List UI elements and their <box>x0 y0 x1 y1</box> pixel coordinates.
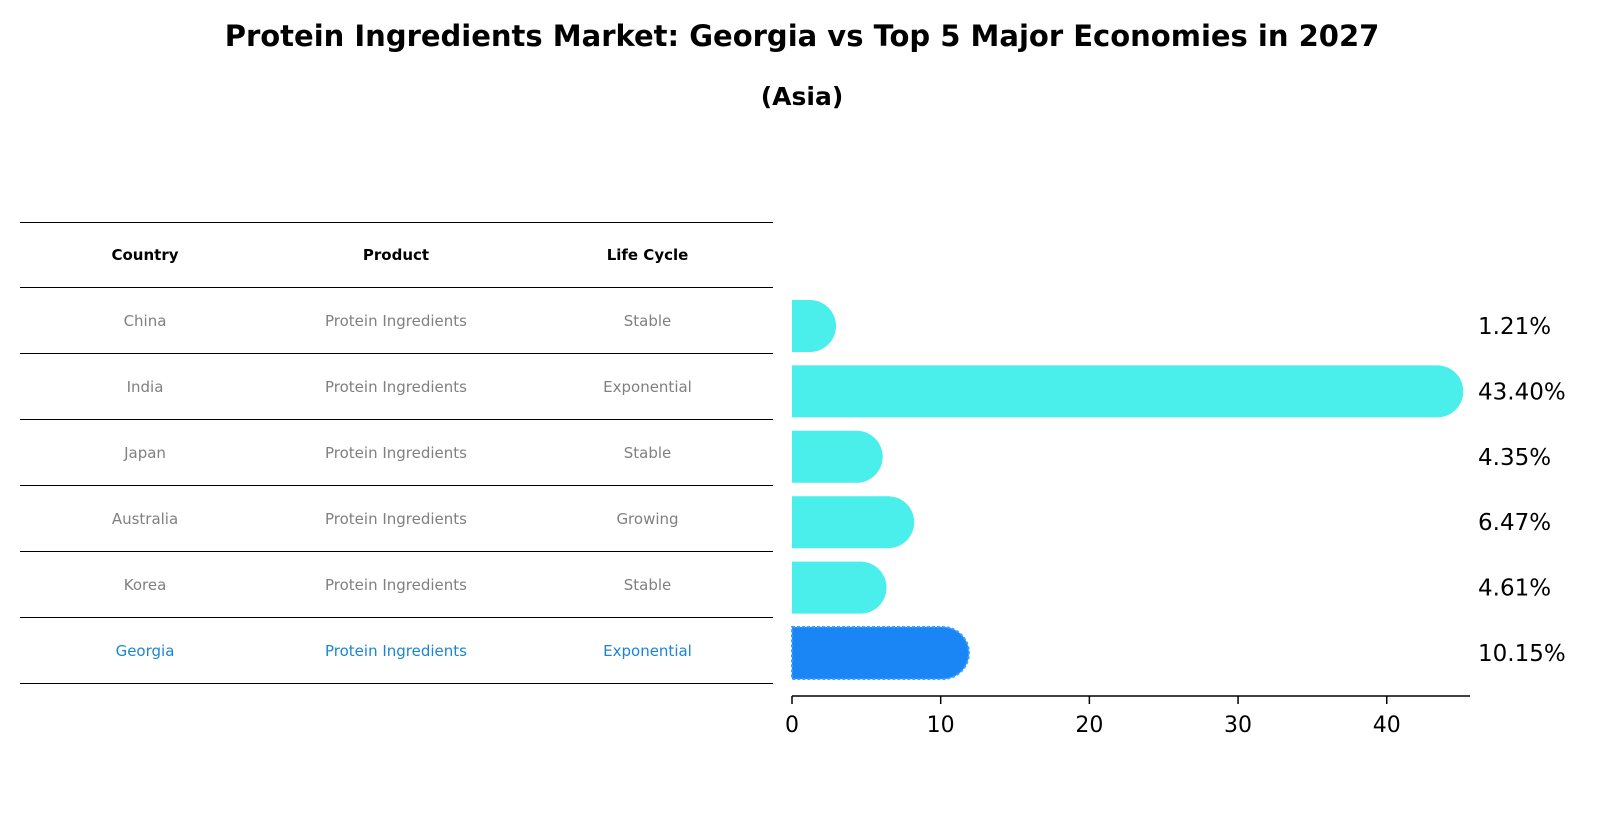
chart-subtitle: (Asia) <box>760 82 844 111</box>
product-cell: Protein Ingredients <box>325 575 467 594</box>
product-cell: Protein Ingredients <box>325 377 467 396</box>
bar-value-label: 6.47% <box>1478 510 1551 536</box>
bar-australia <box>792 496 915 549</box>
bar-korea <box>792 561 887 614</box>
life-cycle-cell: Stable <box>623 311 672 330</box>
table-row: Japan Protein Ingredients Stable <box>20 420 773 486</box>
table-header-row: Country Product Life Cycle <box>20 222 773 288</box>
bar-value-label: 4.61% <box>1478 576 1551 602</box>
table-row: India Protein Ingredients Exponential <box>20 354 773 420</box>
country-cell: Japan <box>124 443 166 462</box>
product-cell: Protein Ingredients <box>325 641 467 660</box>
table-row: Australia Protein Ingredients Growing <box>20 486 773 552</box>
x-tick-label: 30 <box>1224 713 1252 738</box>
life-cycle-cell: Growing <box>616 509 679 528</box>
x-tick-label: 40 <box>1373 713 1401 738</box>
bar-china <box>792 300 836 352</box>
column-header-product: Product <box>362 246 430 264</box>
x-tick-label: 10 <box>927 713 955 738</box>
column-header-country: Country <box>111 246 179 264</box>
product-cell: Protein Ingredients <box>325 311 467 330</box>
bar-japan <box>792 430 883 483</box>
bar-india <box>792 365 1464 418</box>
bar-georgia <box>791 626 970 680</box>
country-cell: China <box>123 311 167 330</box>
life-cycle-cell: Stable <box>623 443 672 462</box>
x-tick-label: 20 <box>1075 713 1103 738</box>
country-cell: India <box>126 377 164 396</box>
bar-value-label: 10.15% <box>1478 641 1566 667</box>
bar-value-label: 43.40% <box>1478 379 1566 405</box>
bar-value-label: 4.35% <box>1478 445 1551 471</box>
table-row: Korea Protein Ingredients Stable <box>20 552 773 618</box>
data-table: Country Product Life Cycle China Protein… <box>20 222 773 684</box>
column-header-life-cycle: Life Cycle <box>606 246 689 264</box>
country-cell: Australia <box>111 509 179 528</box>
chart-title: Protein Ingredients Market: Georgia vs T… <box>224 19 1380 53</box>
table-row-highlighted: Georgia Protein Ingredients Exponential <box>20 618 773 684</box>
country-cell: Korea <box>123 575 167 594</box>
country-cell: Georgia <box>115 641 175 660</box>
table-row: China Protein Ingredients Stable <box>20 288 773 354</box>
life-cycle-cell: Stable <box>623 575 672 594</box>
bar-value-label: 1.21% <box>1478 314 1551 340</box>
life-cycle-cell: Exponential <box>603 377 692 396</box>
product-cell: Protein Ingredients <box>325 509 467 528</box>
x-tick-label: 0 <box>785 713 799 738</box>
product-cell: Protein Ingredients <box>325 443 467 462</box>
life-cycle-cell: Exponential <box>603 641 692 660</box>
